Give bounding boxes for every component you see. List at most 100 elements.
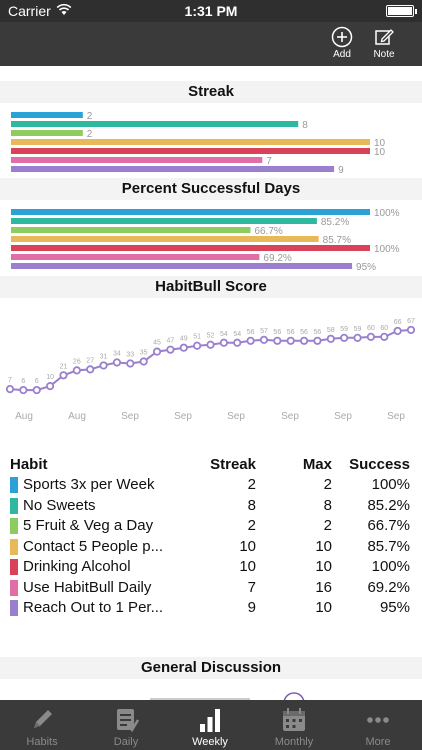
score-point-1 (19, 385, 28, 395)
score-value-label-23: 56 (314, 329, 322, 336)
percent-bar-6 (11, 263, 353, 269)
add-label: Add (333, 49, 351, 60)
habit-success: 66.7% (367, 517, 410, 534)
header-max: Max (302, 456, 332, 473)
tab-habits-label: Habits (26, 736, 58, 748)
discussion-content-partial (0, 688, 422, 700)
percent-bar-4 (11, 245, 370, 251)
score-x-tick-5: Sep (281, 411, 299, 422)
score-value-label-10: 35 (140, 350, 148, 357)
habit-max: 8 (323, 496, 332, 514)
discussion-section-title: General Discussion (0, 657, 422, 679)
percent-section-title: Percent Successful Days (0, 178, 422, 200)
score-point-22 (299, 336, 309, 345)
table-row[interactable]: Contact 5 People p... 10 10 85.7% (0, 537, 422, 558)
score-point-24 (326, 334, 335, 343)
score-point-28 (380, 332, 389, 341)
score-value-label-26: 59 (354, 326, 362, 333)
percent-value-label-2: 66.7% (254, 226, 282, 237)
score-value-label-24: 58 (327, 327, 335, 334)
table-row[interactable]: Use HabitBull Daily 7 16 69.2% (0, 578, 422, 599)
header-streak: Streak (210, 456, 256, 473)
tab-bar: Habits Daily Weekly M (0, 700, 422, 750)
tab-habits[interactable]: Habits (0, 700, 84, 750)
score-x-tick-2: Sep (121, 411, 139, 422)
tab-monthly-label: Monthly (274, 736, 314, 748)
score-point-25 (340, 333, 349, 342)
table-row[interactable]: Sports 3x per Week 2 2 100% (0, 475, 422, 496)
percent-bar-0 (11, 209, 370, 215)
tab-monthly[interactable]: Monthly (252, 700, 336, 750)
habit-color-swatch (10, 518, 18, 534)
percent-value-label-3: 85.7% (323, 235, 351, 246)
score-point-17 (233, 338, 242, 347)
score-value-label-22: 56 (300, 329, 308, 336)
habit-streak: 2 (247, 476, 256, 493)
calendar-icon (283, 708, 305, 731)
habit-summary-table: Habit Streak Max Success Sports 3x per W… (0, 455, 422, 619)
habit-max: 2 (323, 476, 332, 493)
score-point-4 (59, 371, 68, 380)
score-x-tick-6: Sep (334, 411, 352, 422)
table-row[interactable]: No Sweets 8 8 85.2% (0, 496, 422, 517)
habit-success: 69.2% (367, 578, 410, 596)
score-point-14 (193, 341, 202, 350)
score-point-3 (45, 382, 55, 391)
score-point-7 (99, 361, 108, 370)
tab-daily-label: Daily (113, 736, 139, 748)
streak-value-label-3: 10 (374, 138, 386, 149)
percent-bar-5 (11, 254, 260, 260)
tab-daily[interactable]: Daily (84, 700, 168, 750)
wifi-icon (56, 4, 72, 15)
score-point-10 (139, 357, 148, 366)
score-value-label-8: 34 (113, 350, 121, 357)
streak-bar-1 (11, 121, 299, 127)
checklist-icon (117, 709, 140, 733)
score-value-label-7: 31 (100, 353, 108, 360)
table-row[interactable]: Drinking Alcohol 10 10 100% (0, 557, 422, 578)
score-point-2 (32, 385, 41, 395)
habit-name: Sports 3x per Week (23, 476, 155, 493)
habit-success: 100% (371, 476, 410, 493)
note-button[interactable]: Note (364, 26, 404, 62)
status-time: 1:31 PM (184, 3, 238, 19)
habit-color-swatch (10, 538, 18, 555)
table-row[interactable]: Reach Out to 1 Per... 9 10 95% (0, 598, 422, 619)
percent-bar-3 (11, 236, 319, 242)
score-value-label-25: 59 (340, 326, 348, 333)
score-value-label-30: 67 (407, 318, 415, 325)
nav-bar: Add Note (0, 22, 422, 66)
tab-more[interactable]: More (336, 700, 420, 750)
habit-success: 85.7% (367, 537, 410, 555)
tab-weekly-label: Weekly (192, 736, 228, 748)
carrier-label: Carrier (8, 3, 51, 19)
habit-name: Drinking Alcohol (23, 558, 131, 575)
header-success: Success (349, 456, 410, 473)
score-value-label-14: 51 (193, 334, 201, 341)
tab-weekly[interactable]: Weekly (168, 700, 252, 750)
streak-value-label-1: 8 (302, 120, 308, 131)
score-point-16 (219, 338, 228, 347)
score-value-label-0: 7 (8, 377, 12, 384)
score-value-label-6: 27 (86, 357, 94, 364)
score-value-label-20: 56 (273, 329, 281, 336)
add-button[interactable]: Add (322, 26, 362, 62)
table-row[interactable]: 5 Fruit & Veg a Day 2 2 66.7% (0, 516, 422, 537)
habit-color-swatch (10, 559, 18, 575)
score-point-21 (286, 336, 295, 345)
score-value-label-12: 47 (167, 338, 175, 345)
discussion-partial-svg (150, 692, 305, 700)
score-point-23 (313, 336, 322, 345)
score-point-11 (152, 347, 162, 356)
streak-bar-3 (11, 139, 370, 145)
habit-streak: 9 (247, 599, 256, 616)
habit-name: No Sweets (23, 496, 96, 514)
score-point-13 (179, 343, 188, 352)
habit-streak: 8 (247, 496, 256, 514)
habit-streak: 10 (239, 537, 256, 555)
score-value-label-21: 56 (287, 329, 295, 336)
streak-value-label-2: 2 (87, 129, 93, 140)
score-point-18 (246, 336, 255, 345)
habit-success: 85.2% (367, 496, 410, 514)
